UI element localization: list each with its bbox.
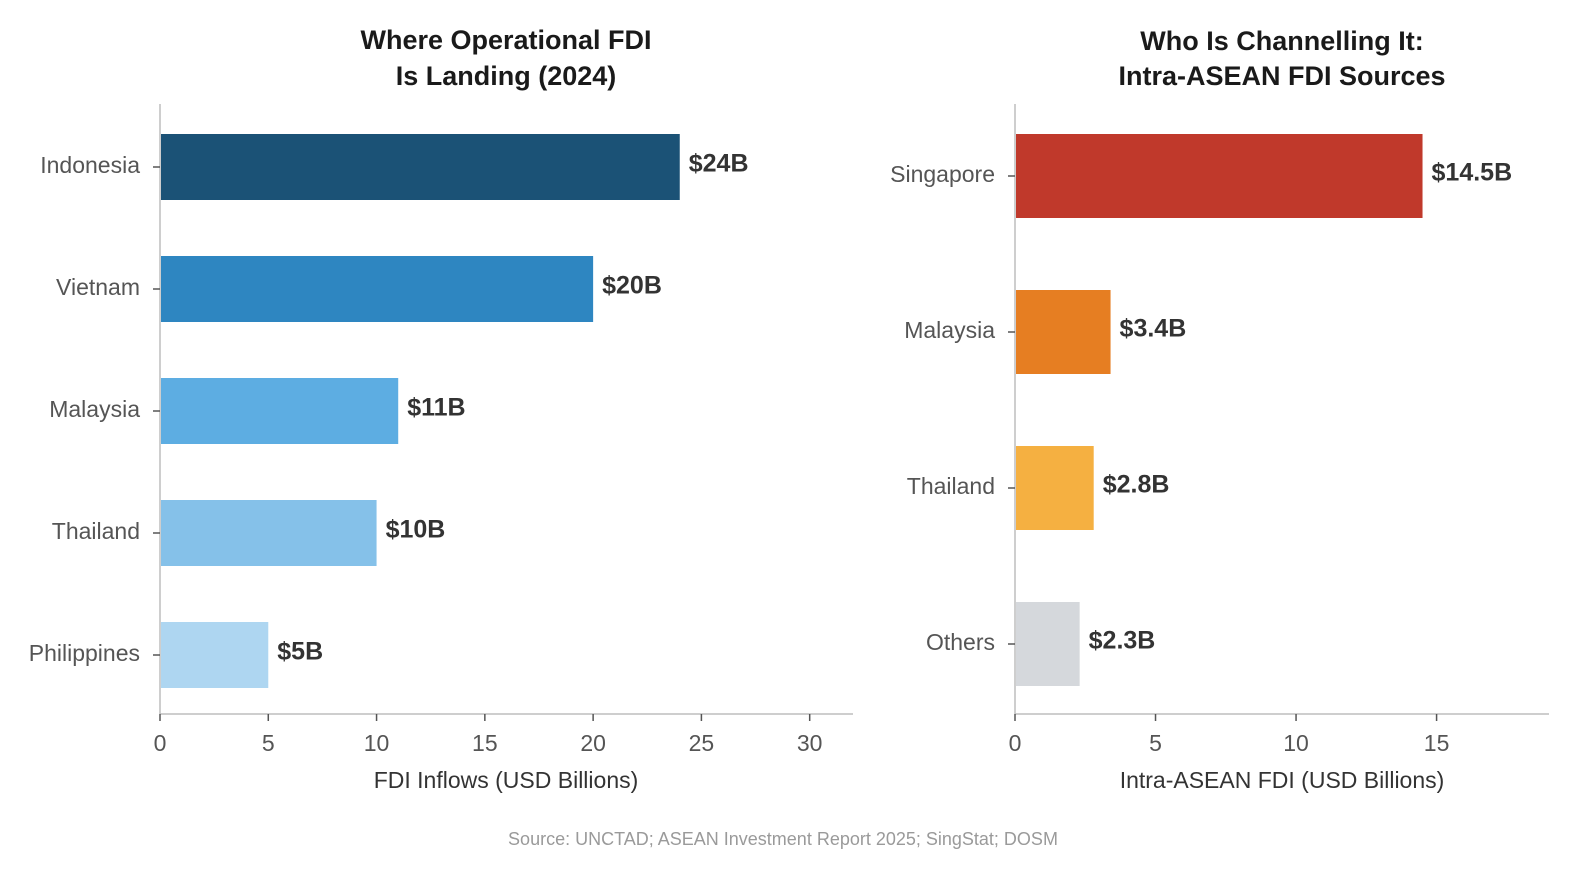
value-label: $14.5B	[1432, 159, 1513, 187]
value-label: $5B	[277, 638, 323, 666]
category-label: Singapore	[890, 161, 995, 187]
x-tick-label: 20	[580, 730, 606, 756]
x-tick-label: 5	[262, 730, 275, 756]
bar-vietnam	[161, 256, 594, 322]
x-tick-label: 0	[154, 730, 167, 756]
x-tick-label: 5	[1149, 730, 1162, 756]
chart-title-line: Intra-ASEAN FDI Sources	[1118, 61, 1445, 91]
category-label: Indonesia	[40, 152, 140, 178]
value-label: $2.3B	[1089, 627, 1156, 655]
value-label: $2.8B	[1103, 471, 1170, 499]
bar-malaysia	[1016, 290, 1111, 374]
x-tick-label: 15	[472, 730, 498, 756]
category-label: Others	[926, 629, 995, 655]
value-label: $24B	[689, 150, 749, 178]
x-axis-title: Intra-ASEAN FDI (USD Billions)	[1120, 767, 1445, 793]
value-label: $11B	[407, 394, 465, 422]
chart-title-line: Is Landing (2024)	[396, 61, 617, 91]
bar-others	[1016, 602, 1080, 686]
x-tick-label: 0	[1009, 730, 1022, 756]
category-label: Thailand	[52, 518, 140, 544]
bar-thailand	[161, 500, 377, 566]
category-label: Thailand	[907, 473, 995, 499]
category-label: Malaysia	[904, 317, 995, 343]
x-tick-label: 25	[689, 730, 715, 756]
bar-indonesia	[161, 134, 680, 200]
bar-singapore	[1016, 134, 1423, 218]
fdi-destination-chart: Where Operational FDI Is Landing (2024) 0 5…	[29, 25, 853, 793]
x-tick-label: 15	[1424, 730, 1450, 756]
chart-title-line: Who Is Channelling It:	[1140, 26, 1423, 56]
chart-title-line: Where Operational FDI	[360, 25, 651, 55]
source-note: Source: UNCTAD; ASEAN Investment Report …	[508, 829, 1058, 849]
x-axis-title: FDI Inflows (USD Billions)	[374, 767, 639, 793]
bar-malaysia	[161, 378, 399, 444]
x-tick-label: 10	[364, 730, 390, 756]
category-label: Philippines	[29, 640, 140, 666]
intra-asean-sources-chart: Who Is Channelling It: Intra-ASEAN FDI So…	[890, 26, 1549, 793]
value-label: $20B	[602, 272, 662, 300]
value-label: $3.4B	[1120, 315, 1187, 343]
bar-philippines	[161, 622, 269, 688]
bar-thailand	[1016, 446, 1094, 530]
category-label: Malaysia	[49, 396, 140, 422]
x-tick-label: 10	[1283, 730, 1309, 756]
category-label: Vietnam	[56, 274, 140, 300]
value-label: $10B	[386, 516, 446, 544]
x-tick-label: 30	[797, 730, 823, 756]
